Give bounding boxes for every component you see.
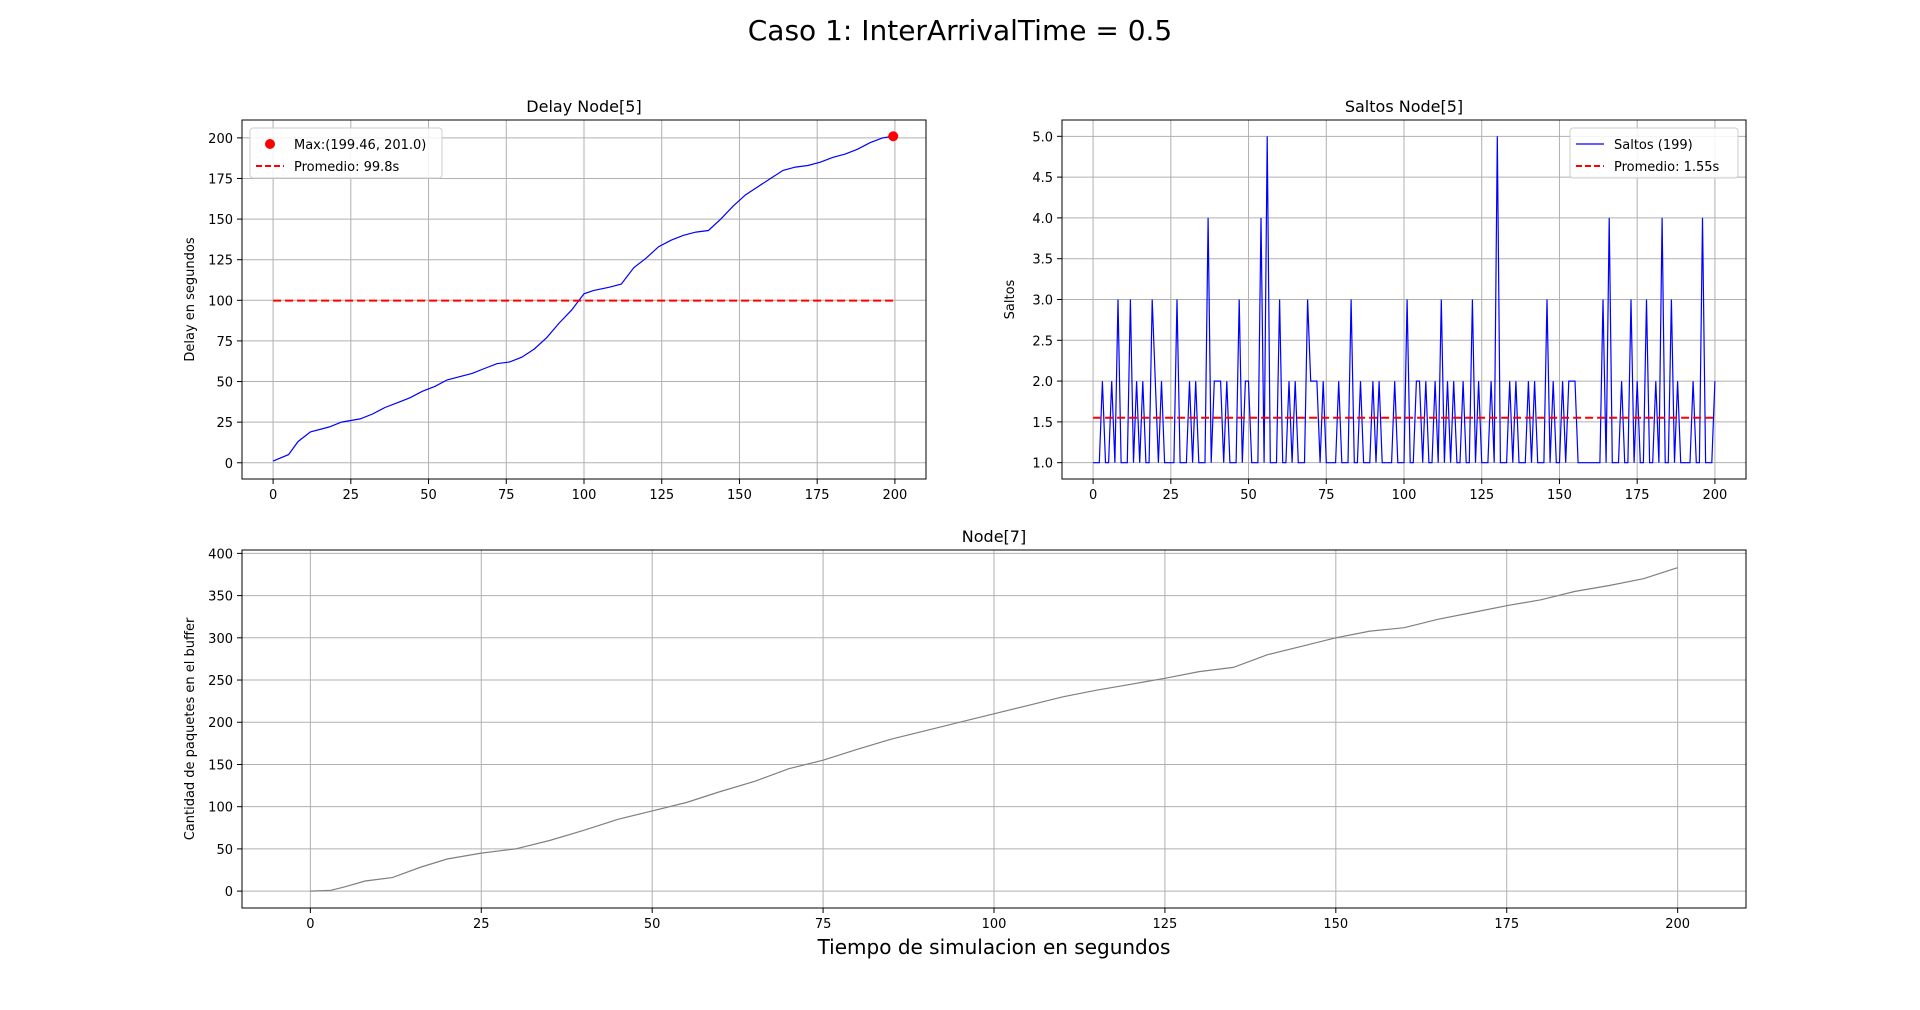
max-point-marker bbox=[888, 131, 899, 142]
x-tick-label: 200 bbox=[882, 488, 907, 503]
x-tick-label: 25 bbox=[343, 488, 360, 503]
y-tick-label: 125 bbox=[208, 254, 233, 269]
y-axis-label: Saltos bbox=[1003, 279, 1018, 319]
y-tick-label: 350 bbox=[208, 590, 233, 605]
x-tick-label: 200 bbox=[1665, 917, 1690, 932]
x-tick-label: 150 bbox=[1323, 917, 1348, 932]
buffer-chart: 0 25 50 75 100 125 150 175 200 0 50 100 150 200 250 300… bbox=[183, 527, 1747, 959]
y-tick-label: 100 bbox=[208, 294, 233, 309]
figure-suptitle: Caso 1: InterArrivalTime = 0.5 bbox=[748, 14, 1172, 47]
y-tick-label: 1.5 bbox=[1032, 416, 1053, 431]
chart-title: Delay Node[5] bbox=[526, 97, 641, 116]
legend-label: Promedio: 1.55s bbox=[1614, 160, 1720, 175]
x-tick-label: 25 bbox=[1163, 488, 1180, 503]
legend-box bbox=[1569, 127, 1739, 179]
y-tick-label: 200 bbox=[208, 132, 233, 147]
y-tick-label: 200 bbox=[208, 716, 233, 731]
x-tick-label: 125 bbox=[1152, 917, 1177, 932]
y-tick-label: 50 bbox=[216, 376, 233, 391]
x-tick-label: 100 bbox=[982, 917, 1007, 932]
x-tick-label: 125 bbox=[1469, 488, 1494, 503]
y-tick-label: 175 bbox=[208, 172, 233, 187]
x-tick-label: 25 bbox=[473, 917, 490, 932]
x-tick-label: 50 bbox=[420, 488, 437, 503]
x-axis-label: Tiempo de simulacion en segundos bbox=[817, 935, 1171, 959]
y-tick-label: 1.0 bbox=[1032, 457, 1053, 472]
legend-label: Saltos (199) bbox=[1614, 138, 1693, 153]
x-tick-label: 0 bbox=[269, 488, 277, 503]
y-tick-label: 3.0 bbox=[1032, 294, 1053, 309]
legend-box bbox=[249, 127, 443, 179]
y-tick-label: 25 bbox=[216, 416, 233, 431]
x-tick-label: 75 bbox=[815, 917, 832, 932]
y-tick-label: 2.0 bbox=[1032, 375, 1053, 390]
y-tick-label: 50 bbox=[216, 843, 233, 858]
y-tick-label: 75 bbox=[216, 335, 233, 350]
x-tick-label: 100 bbox=[572, 488, 597, 503]
x-tick-label: 75 bbox=[1318, 488, 1335, 503]
x-tick-label: 50 bbox=[644, 917, 661, 932]
delay-chart: 0 25 50 75 100 125 150 175 200 0 25 50 75 100 125 150 17… bbox=[183, 97, 927, 503]
y-tick-label: 0 bbox=[225, 457, 233, 472]
x-tick-label: 75 bbox=[498, 488, 515, 503]
x-tick-label: 175 bbox=[1494, 917, 1519, 932]
x-tick-label: 125 bbox=[649, 488, 674, 503]
x-tick-label: 150 bbox=[1547, 488, 1572, 503]
series-line bbox=[310, 567, 1678, 892]
y-axis-label: Delay en segundos bbox=[183, 237, 198, 361]
legend-marker bbox=[265, 139, 275, 149]
y-tick-label: 4.0 bbox=[1032, 212, 1053, 227]
chart-title: Saltos Node[5] bbox=[1345, 97, 1463, 116]
x-tick-label: 0 bbox=[1089, 488, 1097, 503]
legend-label: Promedio: 99.8s bbox=[294, 160, 400, 175]
y-tick-label: 150 bbox=[208, 213, 233, 228]
y-tick-label: 400 bbox=[208, 547, 233, 562]
x-tick-label: 100 bbox=[1392, 488, 1417, 503]
y-tick-label: 0 bbox=[225, 885, 233, 900]
x-tick-label: 150 bbox=[727, 488, 752, 503]
x-tick-label: 50 bbox=[1240, 488, 1257, 503]
x-tick-label: 175 bbox=[1625, 488, 1650, 503]
x-tick-label: 200 bbox=[1702, 488, 1727, 503]
y-tick-label: 4.5 bbox=[1032, 171, 1053, 186]
legend: Saltos (199) Promedio: 1.55s bbox=[1569, 127, 1739, 179]
y-tick-label: 5.0 bbox=[1032, 130, 1053, 145]
x-tick-label: 0 bbox=[306, 917, 314, 932]
y-tick-label: 100 bbox=[208, 801, 233, 816]
y-tick-label: 150 bbox=[208, 758, 233, 773]
saltos-chart: 0 25 50 75 100 125 150 175 200 1.0 1.5 2.0 2.5 3.0 3.5… bbox=[1003, 97, 1747, 503]
legend-label: Max:(199.46, 201.0) bbox=[294, 138, 426, 153]
y-tick-label: 300 bbox=[208, 632, 233, 647]
x-tick-label: 175 bbox=[805, 488, 830, 503]
y-tick-label: 2.5 bbox=[1032, 334, 1053, 349]
y-axis-label: Cantidad de paquetes en el buffer bbox=[183, 617, 198, 840]
chart-title: Node[7] bbox=[962, 527, 1026, 546]
y-tick-label: 3.5 bbox=[1032, 253, 1053, 268]
series-line bbox=[272, 135, 894, 462]
y-tick-label: 250 bbox=[208, 674, 233, 689]
legend: Max:(199.46, 201.0) Promedio: 99.8s bbox=[249, 127, 443, 179]
series-line bbox=[1093, 136, 1716, 464]
